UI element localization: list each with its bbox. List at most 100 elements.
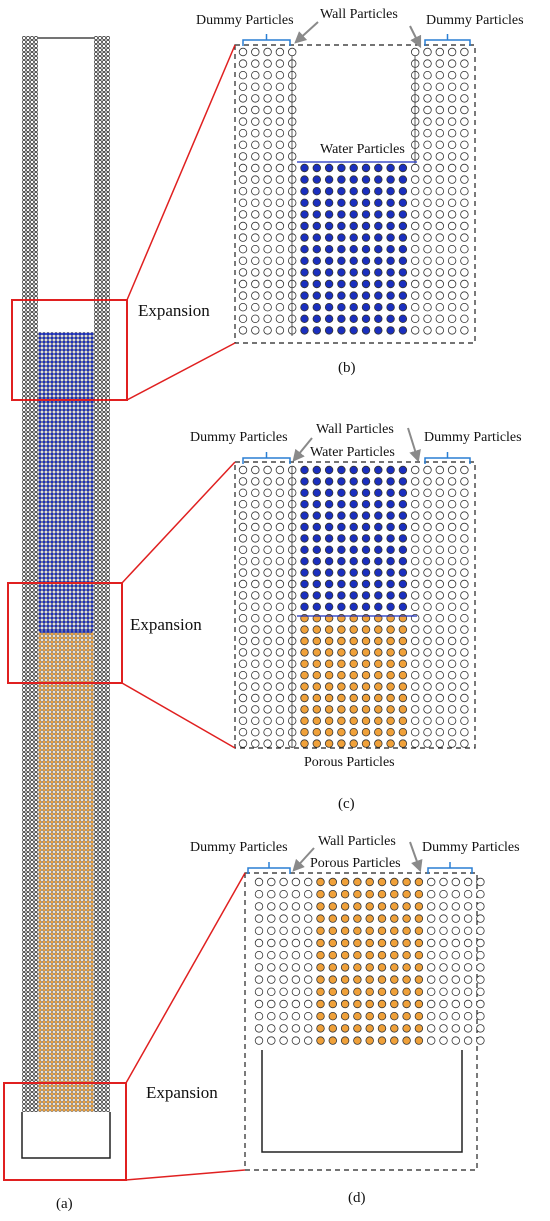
column-porous-particle: [90, 1060, 94, 1064]
column-porous-particle: [58, 720, 62, 724]
column-porous-particle: [66, 772, 70, 776]
column-porous-particle: [62, 952, 66, 956]
column-boundary-particle: [34, 352, 38, 356]
column-porous-particle: [46, 952, 50, 956]
column-water-particle: [58, 608, 62, 612]
column-porous-particle: [86, 648, 90, 652]
column-boundary-particle: [98, 716, 102, 720]
column-water-particle: [70, 424, 74, 428]
column-boundary-particle: [26, 876, 30, 880]
column-porous-particle: [54, 740, 58, 744]
column-porous-particle: [38, 836, 42, 840]
column-boundary-particle: [106, 960, 110, 964]
column-water-particle: [54, 360, 58, 364]
column-porous-particle: [66, 804, 70, 808]
column-boundary-particle: [102, 600, 106, 604]
column-porous-particle: [86, 776, 90, 780]
column-water-particle: [90, 440, 94, 444]
column-water-particle: [78, 552, 82, 556]
column-porous-particle: [70, 804, 74, 808]
column-water-particle: [58, 412, 62, 416]
column-water-particle: [90, 420, 94, 424]
column-boundary-particle: [34, 336, 38, 340]
column-water-particle: [70, 340, 74, 344]
column-boundary-particle: [94, 1088, 98, 1092]
column-boundary-particle: [98, 1072, 102, 1076]
column-boundary-particle: [26, 344, 30, 348]
column-boundary-particle: [34, 216, 38, 220]
column-water-particle: [62, 336, 66, 340]
column-water-particle: [86, 412, 90, 416]
column-porous-particle: [82, 644, 86, 648]
dummy-particle: [447, 117, 457, 126]
column-porous-particle: [86, 892, 90, 896]
column-boundary-particle: [26, 568, 30, 572]
column-porous-particle: [74, 700, 78, 704]
column-porous-particle: [46, 968, 50, 972]
column-porous-particle: [70, 1092, 74, 1096]
column-boundary-particle: [34, 340, 38, 344]
column-porous-particle: [50, 984, 54, 988]
column-water-particle: [74, 624, 78, 628]
column-boundary-particle: [106, 356, 110, 360]
column-porous-particle: [70, 748, 74, 752]
column-porous-particle: [66, 752, 70, 756]
column-water-particle: [90, 432, 94, 436]
column-boundary-particle: [98, 600, 102, 604]
column-boundary-particle: [94, 848, 98, 852]
column-porous-particle: [54, 960, 58, 964]
column-porous-particle: [50, 1048, 54, 1052]
column-porous-particle: [86, 732, 90, 736]
column-porous-particle: [50, 1064, 54, 1068]
water-particle: [337, 163, 346, 173]
column-boundary-particle: [106, 248, 110, 252]
column-boundary-particle: [22, 280, 26, 284]
column-porous-particle: [78, 1072, 82, 1076]
column-porous-particle: [38, 912, 42, 916]
column-boundary-particle: [26, 204, 30, 208]
column-porous-particle: [46, 728, 50, 732]
column-water-particle: [90, 364, 94, 368]
column-boundary-particle: [22, 448, 26, 452]
column-boundary-particle: [102, 564, 106, 568]
column-porous-particle: [42, 696, 46, 700]
dummy-particle: [435, 105, 444, 115]
column-boundary-particle: [102, 96, 106, 100]
column-porous-particle: [50, 1028, 54, 1032]
column-boundary-particle: [34, 968, 38, 972]
column-boundary-particle: [98, 260, 102, 264]
column-porous-particle: [58, 976, 62, 980]
column-boundary-particle: [34, 1068, 38, 1072]
column-water-particle: [82, 420, 86, 424]
column-porous-particle: [90, 696, 94, 700]
column-porous-particle: [70, 772, 74, 776]
column-porous-particle: [58, 840, 62, 844]
column-porous-particle: [42, 700, 46, 704]
column-porous-particle: [66, 868, 70, 872]
column-boundary-particle: [34, 1096, 38, 1100]
column-boundary-particle: [102, 280, 106, 284]
column-boundary-particle: [34, 904, 38, 908]
column-water-particle: [70, 444, 74, 448]
column-water-particle: [58, 616, 62, 620]
column-boundary-particle: [98, 1036, 102, 1040]
column-porous-particle: [46, 1004, 50, 1008]
column-boundary-particle: [22, 524, 26, 528]
column-porous-particle: [58, 708, 62, 712]
column-water-particle: [78, 592, 82, 596]
column-porous-particle: [66, 924, 70, 928]
column-boundary-particle: [34, 480, 38, 484]
column-porous-particle: [42, 736, 46, 740]
column-boundary-particle: [30, 900, 34, 904]
column-water-particle: [62, 404, 66, 408]
column-porous-particle: [50, 780, 54, 784]
column-water-particle: [78, 424, 82, 428]
column-boundary-particle: [102, 124, 106, 128]
column-porous-particle: [54, 896, 58, 900]
column-boundary-particle: [94, 72, 98, 76]
column-water-particle: [74, 508, 78, 512]
column-porous-particle: [38, 632, 42, 636]
column-water-particle: [38, 376, 42, 380]
column-water-particle: [46, 364, 50, 368]
column-boundary-particle: [106, 784, 110, 788]
